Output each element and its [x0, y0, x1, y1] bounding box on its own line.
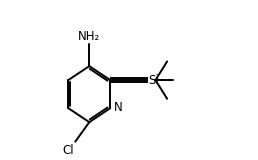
Text: Cl: Cl: [62, 144, 74, 157]
Text: Si: Si: [148, 74, 159, 87]
Text: N: N: [114, 101, 123, 114]
Text: NH₂: NH₂: [78, 30, 100, 43]
